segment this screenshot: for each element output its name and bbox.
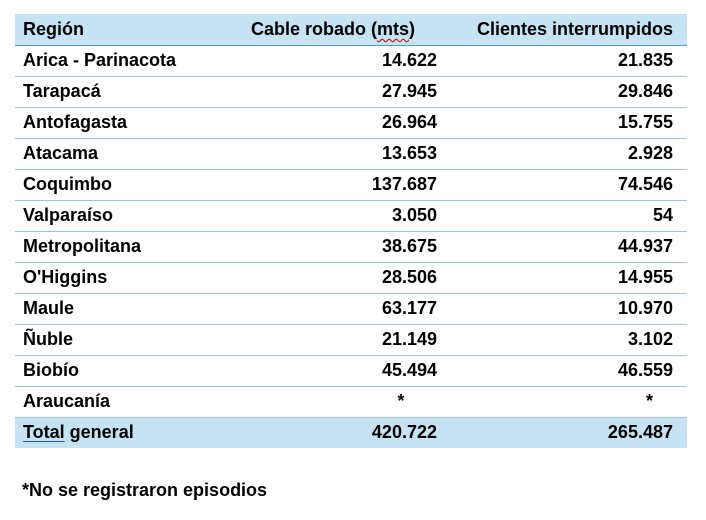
- row-cable: 14.622: [215, 45, 439, 77]
- table-row: O'Higgins 28.506 14.955: [15, 262, 687, 294]
- row-clients: 10.970: [439, 293, 687, 325]
- row-cable: 27.945: [215, 76, 439, 108]
- total-row: Total general 420.722 265.487: [15, 416, 687, 448]
- row-clients: 3.102: [439, 324, 687, 356]
- table-row: Biobío 45.494 46.559: [15, 355, 687, 387]
- row-cable: 21.149: [215, 324, 439, 356]
- row-cable: 26.964: [215, 107, 439, 139]
- row-cable: 137.687: [215, 169, 439, 201]
- header-cable-suffix: ): [409, 18, 415, 39]
- row-region: Atacama: [15, 138, 215, 170]
- row-clients: 29.846: [439, 76, 687, 108]
- total-cable: 420.722: [215, 416, 439, 448]
- row-clients: *: [439, 386, 687, 418]
- row-clients: 21.835: [439, 45, 687, 77]
- header-clients: Clientes interrumpidos: [439, 14, 687, 46]
- row-region: Metropolitana: [15, 231, 215, 263]
- footnote: *No se registraron episodios: [22, 480, 268, 500]
- table-row: Antofagasta 26.964 15.755: [15, 107, 687, 139]
- row-clients: 46.559: [439, 355, 687, 387]
- row-clients: 15.755: [439, 107, 687, 139]
- row-cable: 45.494: [215, 355, 439, 387]
- data-table: Región Cable robado (mts) Clientes inter…: [15, 14, 687, 448]
- row-clients: 14.955: [439, 262, 687, 294]
- row-clients: 44.937: [439, 231, 687, 263]
- table-row: Tarapacá 27.945 29.846: [15, 76, 687, 108]
- row-region: Biobío: [15, 355, 215, 387]
- row-region: Maule: [15, 293, 215, 325]
- row-cable: 13.653: [215, 138, 439, 170]
- total-clients: 265.487: [439, 416, 687, 448]
- row-region: Ñuble: [15, 324, 215, 356]
- row-cable: 3.050: [215, 200, 439, 232]
- row-clients: 2.928: [439, 138, 687, 170]
- total-label-suffix: general: [64, 422, 134, 443]
- table-row: Valparaíso 3.050 54: [15, 200, 687, 232]
- row-clients: 74.546: [439, 169, 687, 201]
- row-cable: 28.506: [215, 262, 439, 294]
- row-region: Coquimbo: [15, 169, 215, 201]
- header-cable-unit: mts: [376, 18, 409, 39]
- table-row: Maule 63.177 10.970: [15, 293, 687, 325]
- table-row: Coquimbo 137.687 74.546: [15, 169, 687, 201]
- table-row: Arica - Parinacota 14.622 21.835: [15, 45, 687, 77]
- header-cable-prefix: Cable robado (: [250, 18, 377, 39]
- row-cable: 63.177: [215, 293, 439, 325]
- table-row: Metropolitana 38.675 44.937: [15, 231, 687, 263]
- table-row: Araucanía * *: [15, 386, 687, 418]
- row-region: Valparaíso: [15, 200, 215, 232]
- total-label: Total general: [15, 416, 215, 448]
- table-row: Atacama 13.653 2.928: [15, 138, 687, 170]
- header-region: Región: [15, 14, 215, 46]
- row-region: Araucanía: [15, 386, 215, 418]
- total-label-prefix: Total: [23, 422, 65, 443]
- row-cable: 38.675: [215, 231, 439, 263]
- row-region: Tarapacá: [15, 76, 215, 108]
- header-cable: Cable robado (mts): [215, 14, 439, 46]
- row-cable: *: [215, 386, 439, 418]
- table-row: Ñuble 21.149 3.102: [15, 324, 687, 356]
- row-region: Antofagasta: [15, 107, 215, 139]
- row-clients: 54: [439, 200, 687, 232]
- row-region: Arica - Parinacota: [15, 45, 215, 77]
- table-header-row: Región Cable robado (mts) Clientes inter…: [15, 14, 687, 46]
- row-region: O'Higgins: [15, 262, 215, 294]
